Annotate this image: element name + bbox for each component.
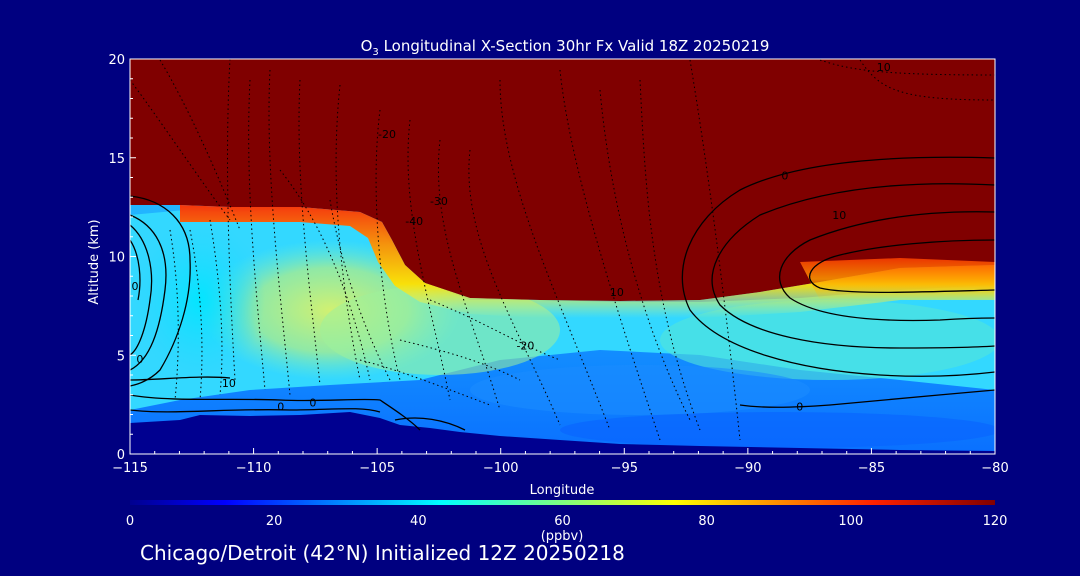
colorbar-ticks: 0 20 40 60 80 100 120 (126, 514, 1008, 529)
tropopause-gradient-band (180, 205, 995, 318)
x-tick-label: −115 (112, 461, 148, 476)
y-axis: 0 5 10 15 20 (108, 53, 136, 463)
contour-label: -30 (430, 195, 448, 208)
footer-caption: Chicago/Detroit (42°N) Initialized 12Z 2… (140, 541, 625, 565)
y-tick-label: 20 (108, 53, 125, 68)
colorbar (130, 500, 995, 505)
x-tick-label: −110 (236, 461, 272, 476)
plot-area: 10 -20 -30 -40 0 10 10 -20 10 0 0 0 0 0 (130, 59, 995, 454)
contour-label: -20 (516, 339, 534, 352)
contour-label: -40 (405, 215, 423, 228)
y-tick-label: 0 (117, 448, 125, 463)
colorbar-unit-label: (ppbv) (541, 529, 584, 544)
x-tick-label: −85 (858, 461, 885, 476)
cyan-ozone-blob (135, 220, 265, 380)
x-tick-label: −100 (483, 461, 519, 476)
y-tick-label: 15 (108, 152, 125, 167)
right-jet-gradient (800, 258, 995, 300)
contour-label: 0 (131, 280, 138, 293)
solid-contours (130, 156, 995, 431)
dotted-contours (130, 59, 995, 441)
x-tick-label: −95 (611, 461, 638, 476)
blue-low-patch (470, 365, 810, 415)
contour-label: 0 (781, 170, 788, 183)
x-axis: −115 −110 −105 −100 −95 −90 −85 −80 (112, 448, 1009, 476)
x-tick-label: −80 (981, 461, 1008, 476)
colorbar-tick-label: 40 (410, 514, 427, 529)
colorbar-tick-label: 120 (983, 514, 1008, 529)
x-axis-label: Longitude (530, 483, 595, 498)
contour-label: 0 (796, 401, 803, 414)
contour-label: 0 (309, 397, 316, 410)
colorbar-tick-label: 20 (266, 514, 283, 529)
x-tick-label: −90 (734, 461, 761, 476)
stratosphere-fill (130, 59, 995, 301)
contour-label: 10 (222, 377, 236, 390)
contour-label: 10 (832, 209, 846, 222)
chart-title: O3 Longitudinal X-Section 30hr Fx Valid … (361, 37, 770, 58)
y-axis-label: Altitude (km) (87, 219, 102, 304)
x-tick-label: −105 (359, 461, 395, 476)
colorbar-tick-label: 80 (698, 514, 715, 529)
contour-labels: 10 -20 -30 -40 0 10 10 -20 10 0 0 0 0 0 (131, 61, 890, 414)
colorbar-tick-label: 60 (554, 514, 571, 529)
y-tick-label: 10 (108, 251, 125, 266)
contour-label: 10 (610, 286, 624, 299)
blue-low-patch-2 (560, 412, 995, 448)
terrain (130, 412, 995, 454)
contour-label: -20 (378, 128, 396, 141)
contour-label: 0 (136, 353, 143, 366)
y-tick-label: 5 (117, 349, 125, 364)
colorbar-tick-label: 100 (838, 514, 863, 529)
contour-label: 10 (877, 61, 891, 74)
colorbar-tick-label: 0 (126, 514, 134, 529)
contour-label: 0 (277, 401, 284, 414)
